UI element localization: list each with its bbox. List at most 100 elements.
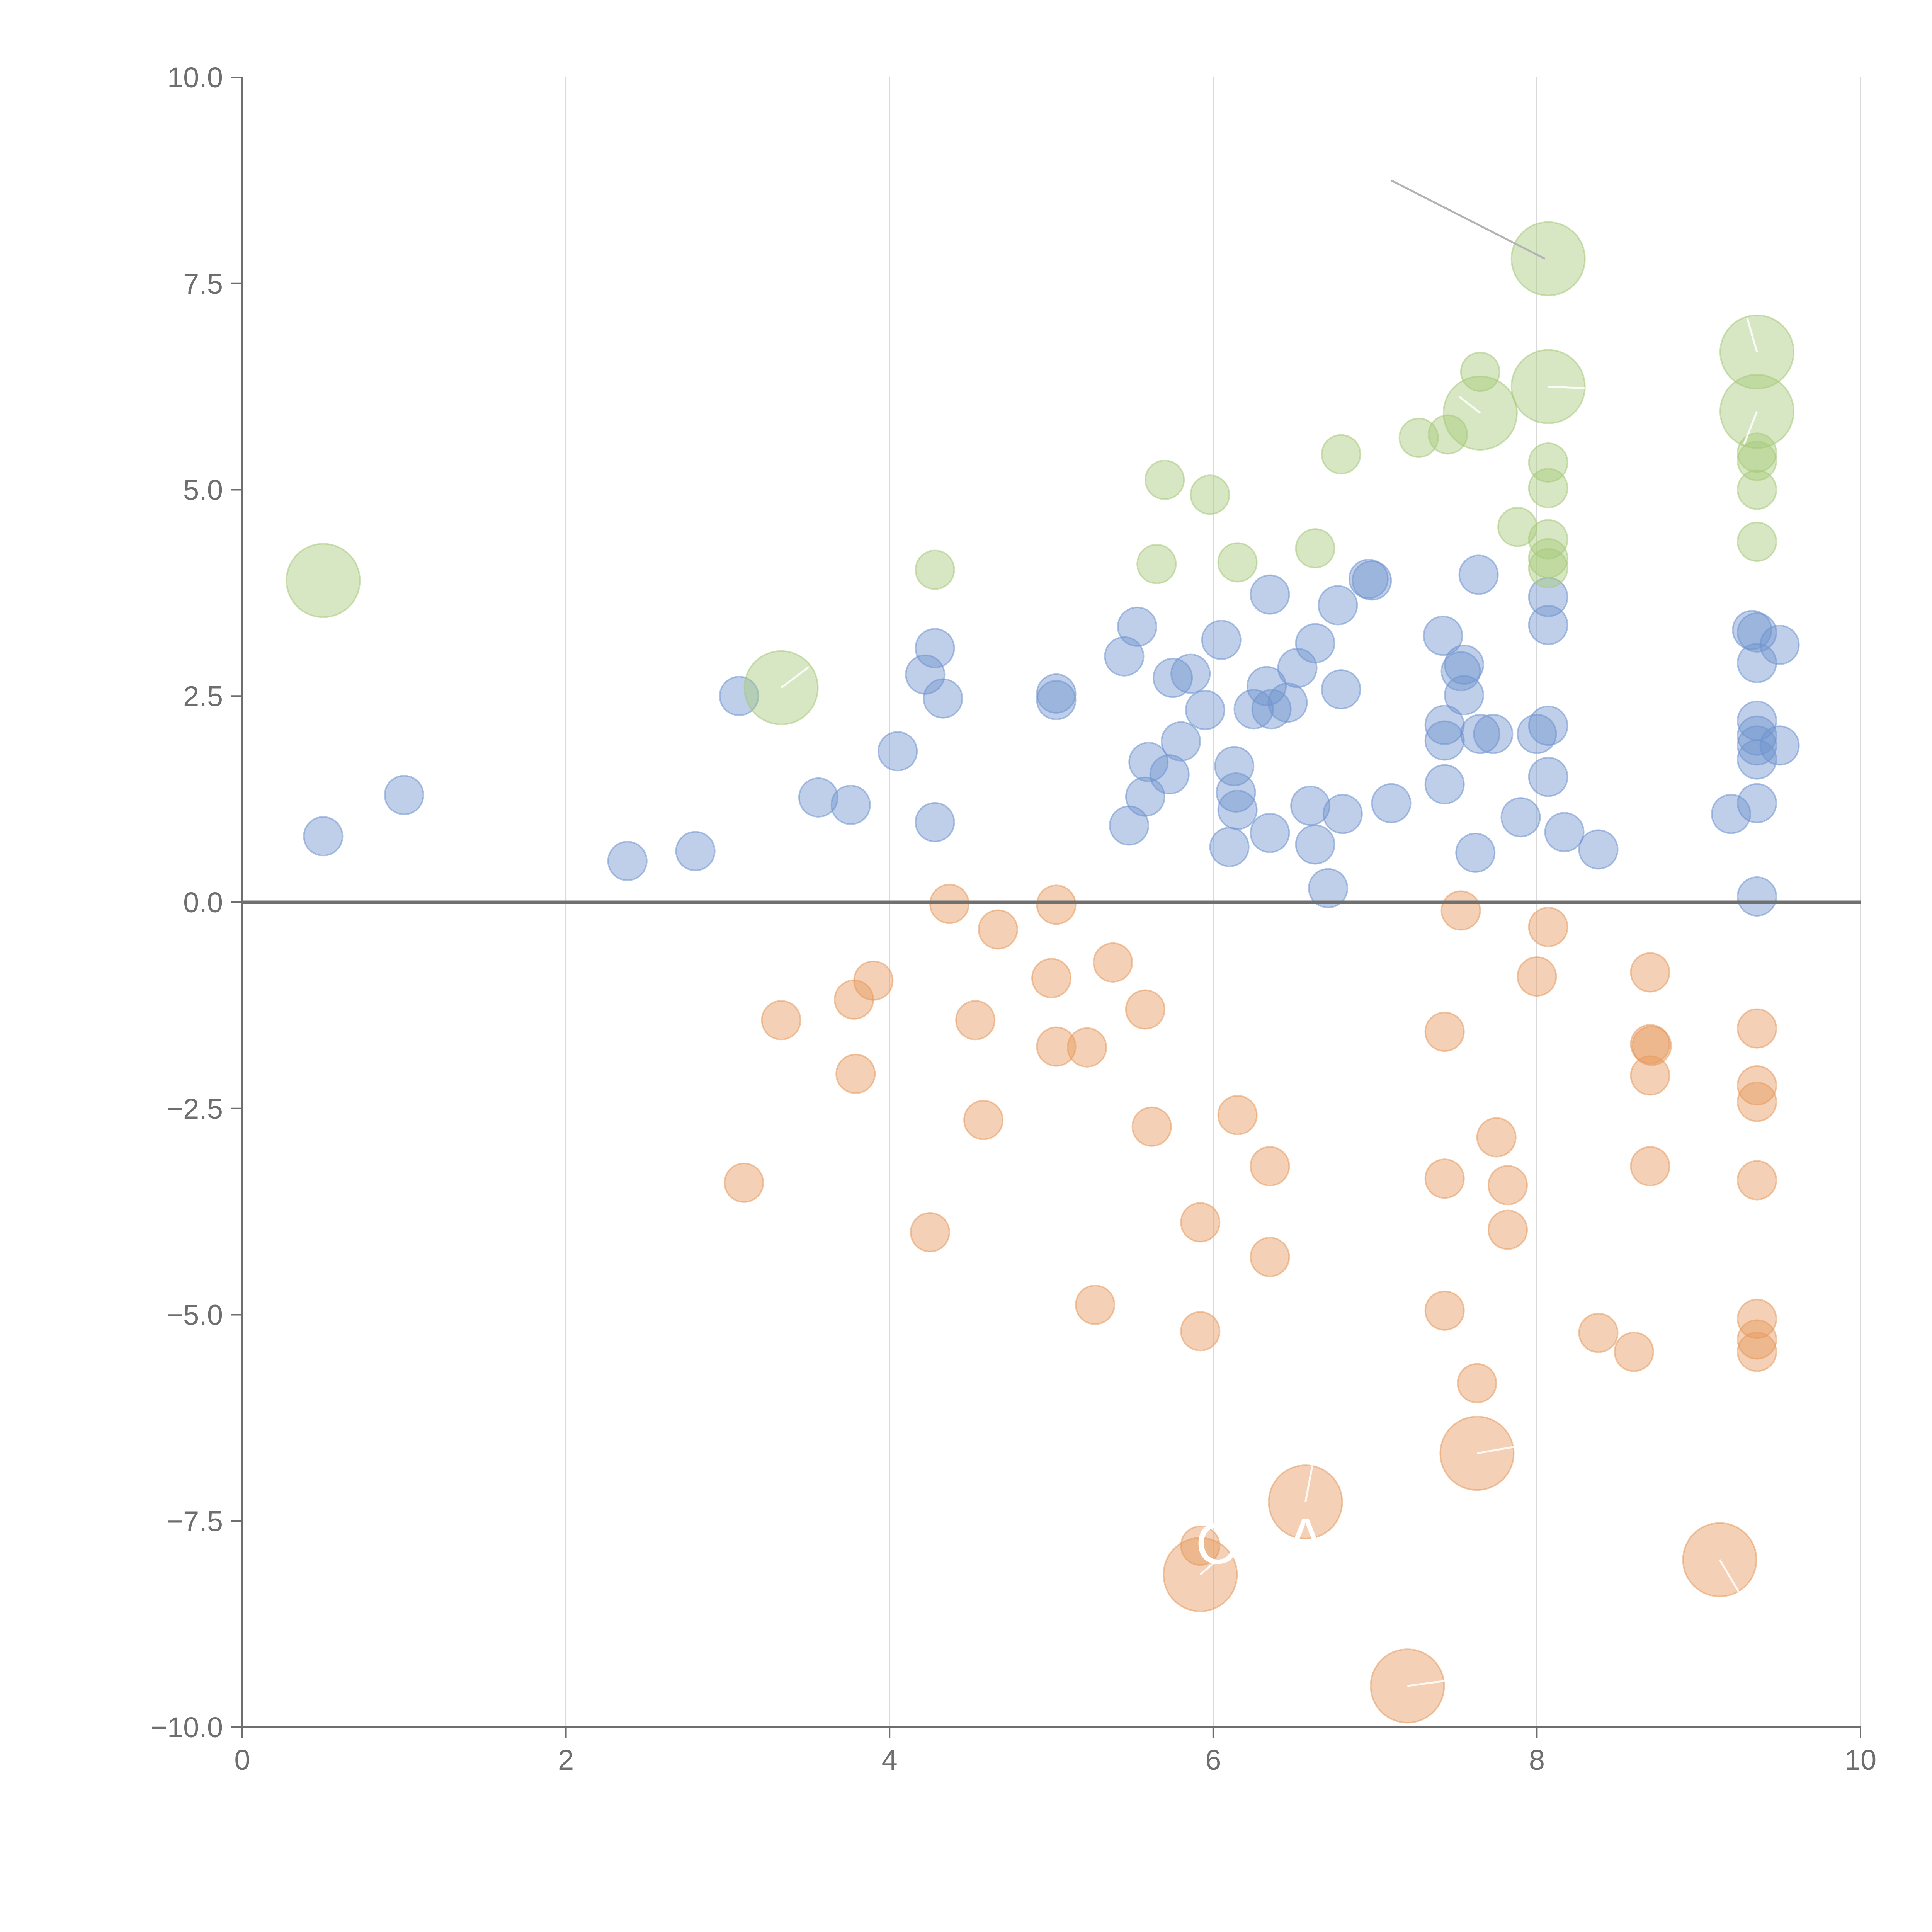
bubble-negative-43 [1736,1082,1777,1122]
bubble-negative-46 [1736,1319,1777,1360]
y-tick-label: −10.0 [151,1711,223,1743]
bubble-positive-75 [1759,624,1800,665]
y-tick-label: 7.5 [183,268,223,300]
bubble-negative-35 [1614,1332,1654,1372]
bubble-positive-41 [1321,669,1361,710]
bubble-positive-42 [1322,794,1363,834]
bubble-text-label: C [1196,1511,1237,1576]
bubble-positive-58 [1517,714,1557,754]
bubble-negative-11 [1036,884,1077,925]
bubble-positive-65 [1711,794,1751,834]
bubble-highlight-15 [1510,349,1586,424]
bubble-negative-45 [1736,1299,1777,1339]
bubble-positive-53 [1455,832,1496,873]
annotation-leader-line-2 [1458,396,1481,414]
bubble-highlight-7 [1295,528,1335,569]
x-tick-label: 4 [882,1744,898,1776]
bubble-positive-24 [1201,620,1242,660]
bubble-positive-23 [1185,690,1225,730]
bubble-negative-10 [1031,958,1071,998]
bubble-negative-39 [1630,1055,1670,1096]
bubble-positive-39 [1308,868,1349,908]
bubble-negative-24 [1424,1012,1465,1052]
annotation-leader-line-0 [1391,179,1546,260]
bubble-highlight-14 [1510,221,1586,296]
bubble-negative-18 [1180,1202,1221,1243]
bubble-positive-16 [1117,606,1157,647]
bubble-negative-36 [1630,952,1670,993]
bubble-highlight-4 [1145,459,1185,500]
bubble-negative-16 [1125,989,1165,1030]
bubble-positive-29 [1233,689,1274,730]
y-tick-label: −5.0 [167,1299,223,1331]
bubble-highlight-6 [1217,542,1258,583]
bubble-positive-38 [1295,824,1335,865]
bubble-positive-48 [1424,720,1465,761]
bubble-negative-3 [835,1054,876,1094]
x-tick-label: 10 [1845,1744,1876,1776]
annotation-leader-line-8 [1199,1560,1217,1575]
bubble-positive-76 [1759,725,1800,766]
bubble-negative-19 [1180,1311,1221,1352]
bubble-positive-13 [1036,680,1077,720]
bubble-positive-11 [923,678,963,719]
annotation-leader-line-9 [1407,1678,1456,1687]
bubble-highlight-19 [1528,538,1568,578]
bubble-positive-44 [1352,560,1392,601]
bubble-positive-28 [1217,789,1258,830]
bubble-negative-42 [1736,1065,1777,1105]
bubble-highlight-3 [1136,544,1177,584]
bubble-negative-37 [1630,1024,1670,1065]
bubble-positive-26 [1214,746,1255,786]
bubble-positive-0 [303,816,344,857]
bubble-highlight-25 [1736,469,1777,510]
bubble-highlight-5 [1190,474,1230,515]
bubble-negative-34 [1578,1313,1619,1353]
bubble-positive-49 [1424,764,1465,804]
bubble-negative-9 [978,909,1018,950]
bubble-highlight-24 [1736,440,1777,481]
bubble-negative-0 [724,1162,764,1203]
bubble-positive-20 [1153,658,1193,698]
bubble-text-label: A [1286,1506,1325,1571]
bubble-positive-60 [1528,605,1568,645]
bubble-positive-54 [1458,554,1499,595]
bubble-positive-64 [1578,829,1619,870]
bubble-negative-14 [1075,1284,1116,1325]
y-tick-label: 5.0 [183,474,223,506]
annotation-leader-line-10 [1719,1559,1742,1596]
bubble-negative-44 [1736,1160,1777,1201]
bubble-highlight-2 [915,549,955,590]
bubble-positive-57 [1500,797,1541,838]
annotation-leader-line-1 [781,666,810,689]
bubble-positive-18 [1128,742,1169,782]
bubble-positive-62 [1528,757,1568,797]
y-tick-label: −2.5 [167,1093,223,1125]
bubble-positive-22 [1170,653,1211,694]
annotation-leader-line-6 [1304,1459,1315,1502]
bubble-positive-51 [1444,645,1484,685]
bubble-negative-47 [1736,1332,1777,1372]
bubble-positive-40 [1318,585,1358,626]
bubble-positive-27 [1216,772,1256,813]
bubble-negative-15 [1093,942,1133,983]
bubble-negative-8 [963,1100,1004,1140]
bubble-highlight-23 [1736,432,1777,473]
bubble-positive-67 [1736,612,1777,653]
bubble-positive-73 [1736,783,1777,823]
bubble-positive-9 [915,628,955,668]
bubble-negative-25 [1424,1158,1465,1199]
bubble-negative-40 [1630,1146,1670,1187]
bubble-negative-26 [1424,1290,1465,1331]
y-tick-label: 10.0 [167,61,223,94]
bubble-negative-52 [1682,1522,1757,1597]
bubble-negative-27 [1440,890,1481,931]
bubble-negative-7 [955,1000,996,1041]
bubble-negative-32 [1517,956,1557,997]
bubble-negative-41 [1736,1008,1777,1049]
bubble-positive-10 [915,802,955,842]
bubble-positive-5 [798,777,838,818]
